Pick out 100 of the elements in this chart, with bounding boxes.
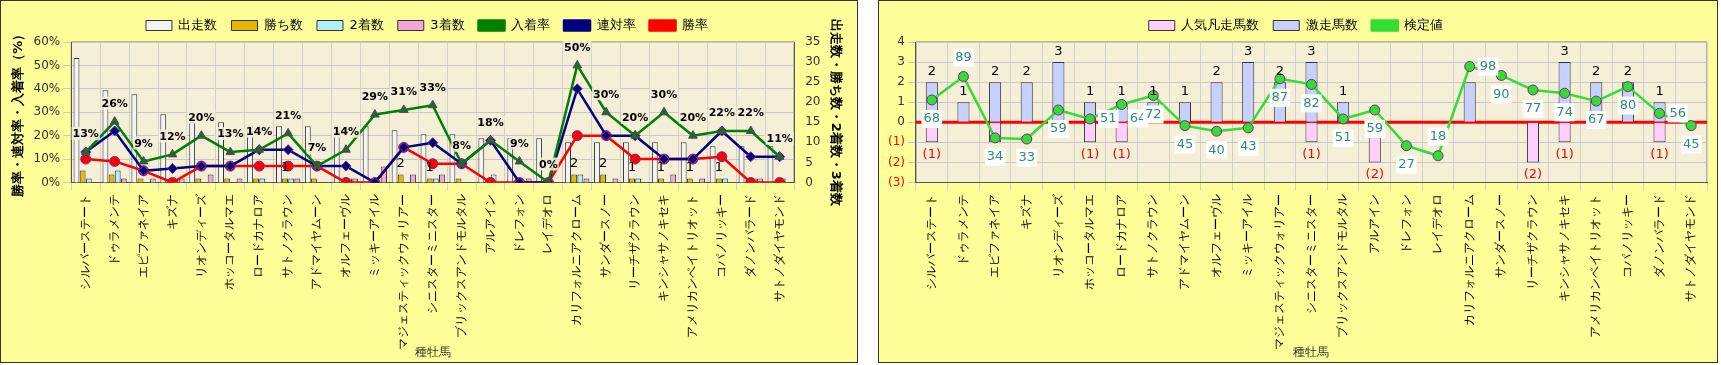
data-label: 3 <box>1244 42 1253 58</box>
data-label: 87 <box>1271 89 1289 105</box>
data-label: (1) <box>1555 146 1574 162</box>
x-tick-label: レイデオロ <box>540 193 555 254</box>
x-tick-label: ホッコータルマエ <box>1082 193 1097 290</box>
x-tick-label: ドゥラメンテ <box>955 193 970 266</box>
data-label: (2) <box>1523 166 1543 182</box>
legend-label: 3着数 <box>430 16 465 32</box>
data-label: 26% <box>101 96 128 110</box>
legend-label: 勝ち数 <box>263 16 303 32</box>
data-label: 90 <box>1493 85 1510 101</box>
x-axis-title: 種牡馬 <box>414 344 451 359</box>
data-label: 45 <box>1682 136 1700 152</box>
data-label: 51 <box>1100 110 1117 126</box>
x-tick-label: サトノクラウン <box>1145 193 1160 278</box>
data-label: 0% <box>539 157 558 171</box>
x-tick-label: カリフォルニアクローム <box>1461 193 1476 326</box>
x-tick-label: サトノダイヤモンド <box>771 193 786 302</box>
x-tick-label: リオンディーズ <box>193 192 208 278</box>
x-tick-label: アルアイン <box>482 193 497 254</box>
data-label: 2 <box>1022 63 1031 79</box>
data-label: 1 <box>627 159 637 175</box>
x-tick-label: ダノンバラード <box>1651 193 1666 278</box>
data-label: 33 <box>1018 149 1036 165</box>
y2-tick-label: 30 <box>805 54 821 69</box>
data-label: 29% <box>361 89 389 103</box>
data-label: 2 <box>396 155 405 171</box>
y-tick-label: 30% <box>33 104 61 119</box>
x-tick-label: ロードカナロア <box>1113 193 1128 278</box>
y-tick-label: 3 <box>897 54 905 69</box>
data-label: (2) <box>1365 166 1384 182</box>
data-label: 1 <box>959 83 968 99</box>
y-tick-label: 1 <box>897 94 905 109</box>
data-label: 1 <box>280 159 290 175</box>
x-tick-label: アドマイヤムーン <box>309 193 324 290</box>
y2-tick-label: 25 <box>805 74 821 89</box>
data-label: 2 <box>1592 63 1601 79</box>
x-axis-title: 種牡馬 <box>1293 344 1330 359</box>
data-label: 3 <box>1307 42 1316 58</box>
y-tick-label: 4 <box>897 34 905 49</box>
legend-label: 勝率 <box>682 16 709 32</box>
data-label: 1 <box>685 159 694 175</box>
data-label: (1) <box>1302 146 1321 162</box>
data-label: (1) <box>1112 146 1131 162</box>
x-tick-label: ドレフォン <box>1398 193 1413 254</box>
data-label: 40 <box>1208 141 1225 157</box>
data-label: 1 <box>425 159 434 175</box>
data-label: 2 <box>598 155 608 171</box>
y-tick-label: (2) <box>888 154 905 169</box>
y2-axis-title: 出走数・勝ち数・2着数・3着数 <box>828 18 844 207</box>
y-tick-label: 40% <box>33 80 61 95</box>
data-label: 34 <box>986 148 1004 164</box>
x-tick-label: シニスターミニスター <box>1303 193 1318 314</box>
x-tick-label: エピファネイア <box>987 193 1002 278</box>
x-tick-label: アメリカンペイトリオット <box>1588 193 1603 338</box>
data-label: 20% <box>188 111 215 125</box>
data-label: 67 <box>1587 111 1605 127</box>
data-label: 56 <box>1669 104 1687 120</box>
data-label: 89 <box>955 48 972 64</box>
legend-label: 入着率 <box>511 16 551 32</box>
data-label: 20% <box>679 111 707 125</box>
x-tick-label: カリフォルニアクローム <box>569 193 584 326</box>
x-tick-label: ドゥラメンテ <box>106 193 121 266</box>
data-label: 14% <box>246 125 273 139</box>
data-label: (1) <box>1080 146 1100 162</box>
data-label: 59 <box>1050 120 1067 136</box>
x-tick-label: エピファネイア <box>135 193 150 278</box>
y2-tick-label: 15 <box>805 114 821 129</box>
data-label: 21% <box>274 108 302 122</box>
data-label: 30% <box>593 87 620 101</box>
data-label: 64 <box>1129 109 1147 125</box>
x-tick-label: オルフェーヴル <box>338 193 353 278</box>
x-tick-label: リーチザクラウン <box>1525 193 1540 290</box>
data-label: 33% <box>419 80 446 94</box>
data-label: 12% <box>159 129 186 143</box>
x-tick-label: ダノンバラード <box>742 193 757 278</box>
legend-label: 激走馬数 <box>1305 16 1358 32</box>
data-label: 98 <box>1479 57 1497 73</box>
y-tick-label: 20% <box>33 127 61 142</box>
y2-tick-label: 5 <box>805 154 813 169</box>
y-tick-label: 2 <box>897 74 905 89</box>
y-tick-label: 50% <box>33 57 61 72</box>
data-label: 13% <box>72 127 99 141</box>
data-label: 30% <box>650 87 678 101</box>
data-label: 18 <box>1429 128 1447 144</box>
y2-tick-label: 0 <box>805 174 813 189</box>
data-label: 13% <box>217 127 244 141</box>
data-label: 1 <box>1085 83 1095 99</box>
data-label: 11% <box>766 132 793 146</box>
data-label: 50% <box>564 40 591 54</box>
y2-tick-label: 20 <box>805 94 821 109</box>
data-label: 7% <box>307 141 327 155</box>
data-label: 2 <box>1212 63 1221 79</box>
data-label: (1) <box>1650 146 1669 162</box>
x-tick-label: ロードカナロア <box>251 193 266 278</box>
y-tick-label: (3) <box>888 174 905 189</box>
data-label: 59 <box>1366 120 1384 136</box>
y2-tick-label: 10 <box>805 134 821 149</box>
data-label: 1 <box>656 159 666 175</box>
y-tick-label: 0 <box>897 114 905 129</box>
